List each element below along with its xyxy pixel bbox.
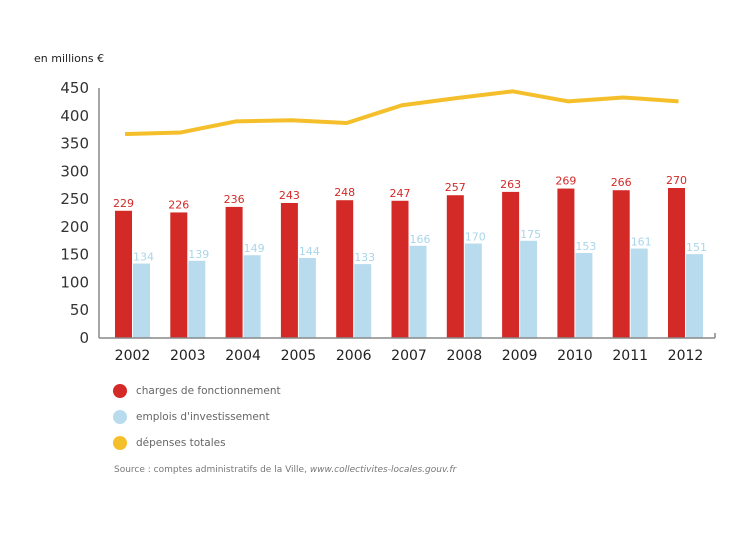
bar-charges-2008	[446, 195, 464, 338]
x-tick-label: 2007	[391, 348, 427, 364]
legend: charges de fonctionnement emplois d'inve…	[113, 378, 281, 456]
data-label-charges: 257	[445, 181, 466, 194]
legend-item-depenses: dépenses totales	[113, 430, 281, 456]
y-tick-label: 350	[60, 135, 89, 153]
data-label-charges: 226	[168, 198, 189, 211]
source-url: www.collectivites-locales.gouv.fr	[309, 465, 457, 475]
bar-charges-2012	[668, 188, 685, 338]
bar-charges-2004	[225, 206, 243, 338]
legend-label: charges de fonctionnement	[136, 385, 281, 397]
x-tick-label: 2010	[557, 348, 593, 364]
bar-charges-2005	[280, 203, 298, 338]
data-label-emplois: 151	[686, 241, 707, 254]
y-tick-label: 400	[60, 107, 89, 125]
data-label-emplois: 175	[520, 228, 541, 241]
x-tick-label: 2009	[502, 348, 538, 364]
line-depenses-totales	[124, 89, 679, 137]
bar-emplois-2003	[188, 260, 206, 338]
data-label-charges: 269	[555, 175, 576, 188]
y-tick-label: 250	[60, 190, 89, 208]
legend-swatch-blue-icon	[113, 410, 127, 424]
bar-emplois-2006	[354, 264, 372, 338]
x-tick-label: 2005	[281, 348, 317, 364]
y-tick-label: 450	[60, 79, 89, 97]
data-label-emplois: 133	[354, 251, 375, 264]
data-label-emplois: 166	[410, 233, 431, 246]
bar-charges-2003	[170, 212, 188, 338]
data-label-emplois: 153	[575, 240, 596, 253]
data-label-charges: 263	[500, 178, 521, 191]
bar-emplois-2008	[464, 243, 482, 338]
x-tick-label: 2011	[612, 348, 648, 364]
bar-emplois-2007	[409, 245, 427, 338]
bar-charges-2002	[115, 210, 132, 338]
bar-emplois-2002	[133, 263, 150, 338]
data-label-emplois: 161	[631, 236, 652, 249]
y-axis-ticks: 0 50 100 150 200 250 300 350 400 450	[60, 79, 89, 347]
data-label-charges: 236	[224, 193, 245, 206]
bar-emplois-2010	[575, 253, 593, 338]
x-tick-label: 2003	[170, 348, 206, 364]
source-prefix: Source : comptes administratifs de la Vi…	[114, 465, 310, 475]
x-tick-label: 2008	[446, 348, 482, 364]
line-series	[124, 89, 679, 137]
data-label-emplois: 149	[244, 242, 265, 255]
bar-emplois-2012	[686, 254, 703, 338]
unit-label: en millions €	[34, 52, 105, 65]
bar-emplois-2004	[243, 255, 261, 338]
y-tick-label: 100	[60, 273, 89, 291]
bar-charges-2006	[336, 200, 354, 338]
chart-plot: 0 50 100 150 200 250 300 350 400 450 229 134 226 139…	[60, 79, 716, 364]
x-tick-label: 2002	[115, 348, 151, 364]
legend-swatch-yellow-icon	[113, 436, 127, 450]
legend-label: dépenses totales	[136, 437, 226, 449]
data-label-emplois: 134	[133, 251, 154, 264]
data-labels: 229 134 226 139 236 149 243 144 248 133 247 166 257 1…	[113, 174, 707, 264]
data-label-emplois: 144	[299, 245, 320, 258]
source-note: Source : comptes administratifs de la Vi…	[114, 465, 456, 475]
legend-swatch-red-icon	[113, 384, 127, 398]
bar-charges-2009	[502, 191, 520, 338]
data-label-charges: 229	[113, 197, 134, 210]
x-tick-label: 2004	[225, 348, 261, 364]
data-label-charges: 243	[279, 189, 300, 202]
y-tick-label: 300	[60, 162, 89, 180]
legend-label: emplois d'investissement	[136, 411, 270, 423]
bar-charges-2007	[391, 200, 409, 338]
data-label-emplois: 139	[188, 248, 209, 261]
x-tick-label: 2006	[336, 348, 372, 364]
bar-emplois-2009	[520, 240, 538, 338]
x-axis-ticks: 2002 2003 2004 2005 2006 2007 2008 2009 2010 2011…	[115, 348, 704, 364]
data-label-charges: 247	[390, 187, 411, 200]
x-tick-label: 2012	[668, 348, 704, 364]
bar-emplois-2005	[298, 258, 316, 338]
bar-charges-2010	[557, 188, 575, 338]
data-label-charges: 266	[611, 176, 632, 189]
data-label-charges: 270	[666, 174, 687, 187]
legend-item-charges: charges de fonctionnement	[113, 378, 281, 404]
y-tick-label: 0	[79, 329, 89, 347]
bar-charges-2011	[612, 190, 630, 338]
y-tick-label: 50	[70, 301, 89, 319]
bar-emplois-2011	[630, 248, 648, 338]
data-label-charges: 248	[334, 186, 355, 199]
bars	[115, 188, 703, 338]
y-tick-label: 200	[60, 218, 89, 236]
legend-item-emplois: emplois d'investissement	[113, 404, 281, 430]
data-label-emplois: 170	[465, 231, 486, 244]
y-tick-label: 150	[60, 246, 89, 264]
